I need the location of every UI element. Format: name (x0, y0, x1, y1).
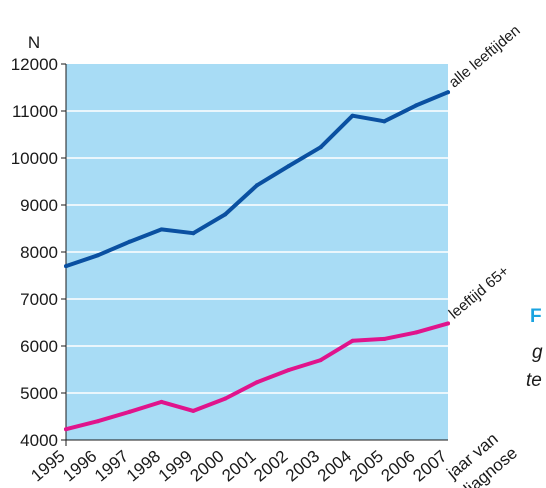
series-point (414, 330, 419, 335)
y-tick-label: 9000 (20, 196, 58, 215)
y-tick-label: 10000 (11, 149, 58, 168)
series-point (446, 90, 450, 95)
series-point (191, 231, 196, 236)
x-tick-label: 2001 (218, 447, 259, 486)
series-point (223, 212, 228, 217)
series-point (127, 239, 132, 244)
y-tick-label: 12000 (11, 55, 58, 74)
x-tick-label: 1999 (155, 447, 196, 486)
y-tick-label: 11000 (12, 102, 58, 121)
series-point (382, 119, 387, 124)
series-point (64, 427, 68, 432)
x-tick-label: 1998 (123, 447, 164, 486)
y-tick-label: 6000 (20, 337, 58, 356)
x-tick-label: 1996 (59, 447, 100, 486)
y-axis-label: N (28, 33, 40, 52)
y-tick-label: 5000 (20, 384, 58, 403)
side-text-line1: F (530, 306, 542, 327)
series-point (382, 336, 387, 341)
x-tick-label: 1995 (27, 447, 68, 486)
series-point (95, 419, 100, 424)
series-point (318, 358, 323, 363)
series-label: leeftijd 65+ (446, 262, 513, 322)
x-tick-label: 2000 (187, 447, 228, 486)
series-point (446, 321, 450, 326)
series-point (159, 227, 164, 232)
y-tick-label: 4000 (20, 431, 58, 450)
x-tick-label: 2006 (378, 447, 419, 486)
series-point (350, 113, 355, 118)
series-label: alle leeftijden (446, 22, 524, 91)
series-point (127, 409, 132, 414)
series-point (286, 163, 291, 168)
series-point (318, 145, 323, 150)
x-tick-label: 2005 (346, 447, 387, 486)
series-point (64, 264, 68, 269)
x-tick-label: 1997 (91, 447, 132, 486)
series-point (95, 253, 100, 258)
series-point (286, 367, 291, 372)
x-tick-label: 2002 (250, 447, 291, 486)
series-point (255, 183, 259, 188)
series-point (255, 380, 259, 385)
series-point (223, 396, 228, 401)
series-lines (64, 90, 450, 432)
series-point (159, 399, 164, 404)
series-point (191, 408, 196, 413)
grid (66, 110, 448, 394)
series-point (414, 103, 419, 108)
x-tick-label: 2004 (314, 447, 355, 486)
series-point (350, 338, 355, 343)
x-tick-label: 2003 (282, 447, 323, 486)
y-tick-label: 8000 (20, 243, 58, 262)
side-text-line2: g (532, 342, 543, 363)
y-tick-label: 7000 (20, 290, 58, 309)
side-text-line3: te (526, 370, 542, 391)
